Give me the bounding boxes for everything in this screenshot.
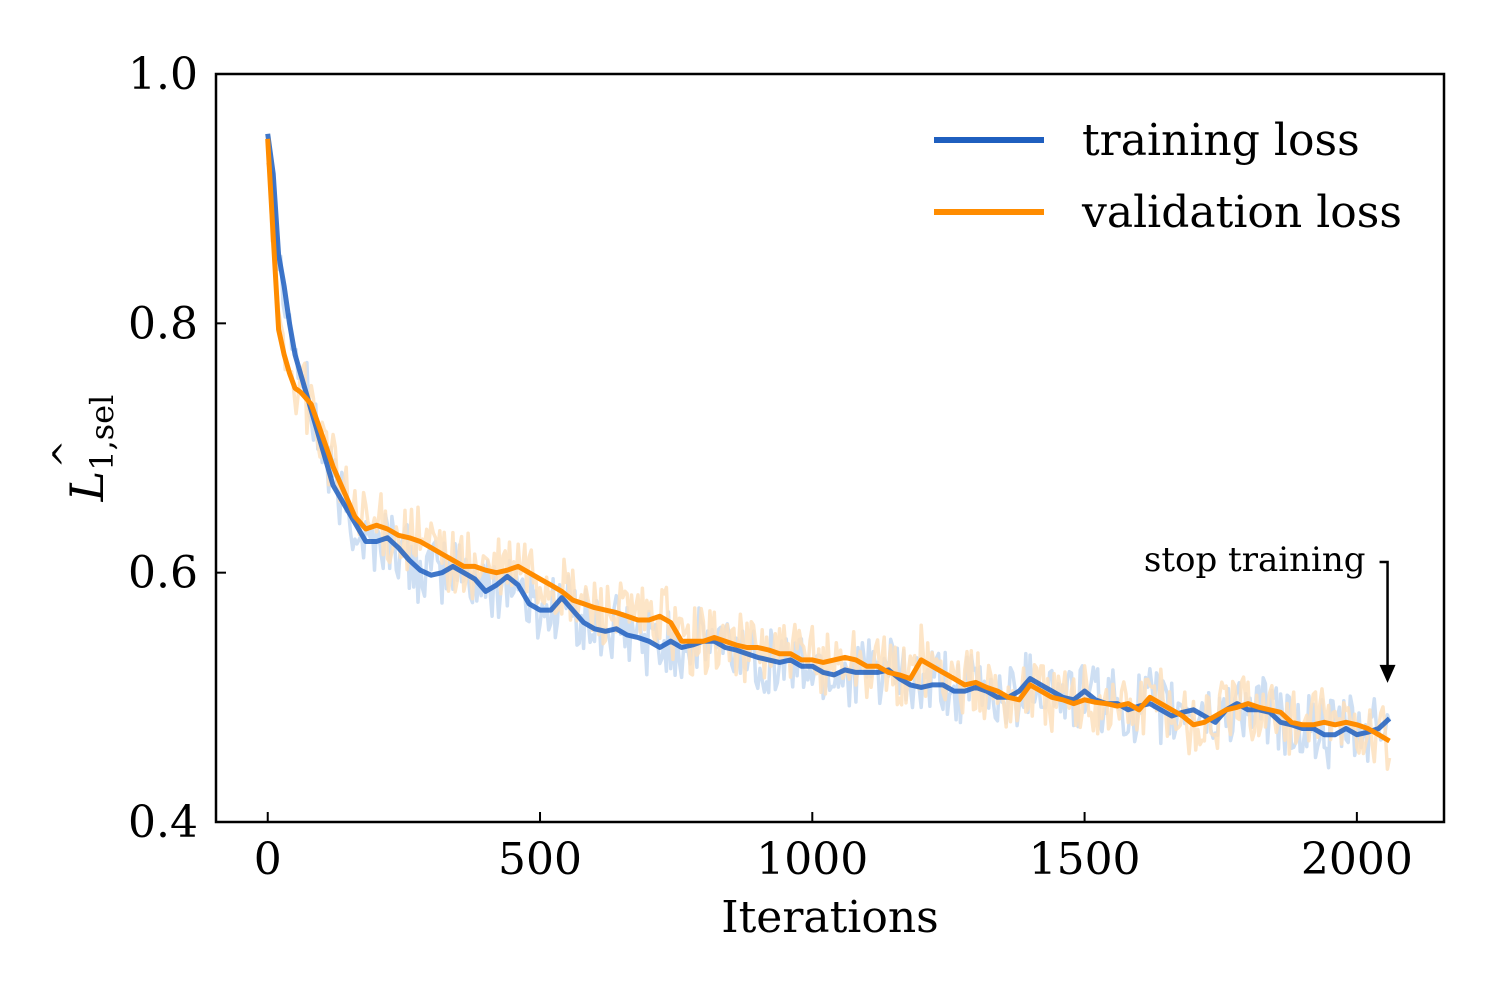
annotation-text: stop training [1144,540,1366,580]
y-tick-label: 0.4 [128,797,198,848]
y-axis-label: L1,sel ^ [46,395,121,503]
x-axis-label: Iterations [721,892,939,943]
x-tick-label: 2000 [1301,834,1413,885]
y-axis-label-symbol: L [60,471,114,503]
annotation-arrow-line [1379,560,1389,667]
raw-series-group [265,138,1392,771]
smoothed-series-group [265,133,1392,744]
legend: training loss validation loss [934,115,1402,238]
x-tick-label: 1000 [756,834,868,885]
y-tick-label: 0.8 [128,298,198,349]
training-loss-line [265,133,1392,738]
legend-label-validation-loss: validation loss [1081,187,1402,238]
y-axis: 0.4 0.6 0.8 1.0 [128,49,226,848]
x-tick-label: 1500 [1029,834,1141,885]
raw-validation-loss-line [265,162,1392,771]
x-axis: 0 500 1000 1500 2000 [254,812,1413,885]
y-axis-label-hat: ^ [46,440,86,469]
x-tick-label: 0 [254,834,282,885]
annotation-arrow-head [1379,664,1396,683]
stop-training-annotation: stop training [1144,540,1396,683]
x-tick-label: 500 [498,834,582,885]
svg-text:L1,sel: L1,sel [60,395,121,503]
y-tick-label: 0.6 [128,548,198,599]
plot-frame [214,72,1446,824]
validation-loss-line [265,138,1391,744]
y-tick-label: 1.0 [128,49,198,100]
y-axis-label-subscript: 1,sel [83,395,121,471]
legend-label-training-loss: training loss [1082,115,1360,166]
